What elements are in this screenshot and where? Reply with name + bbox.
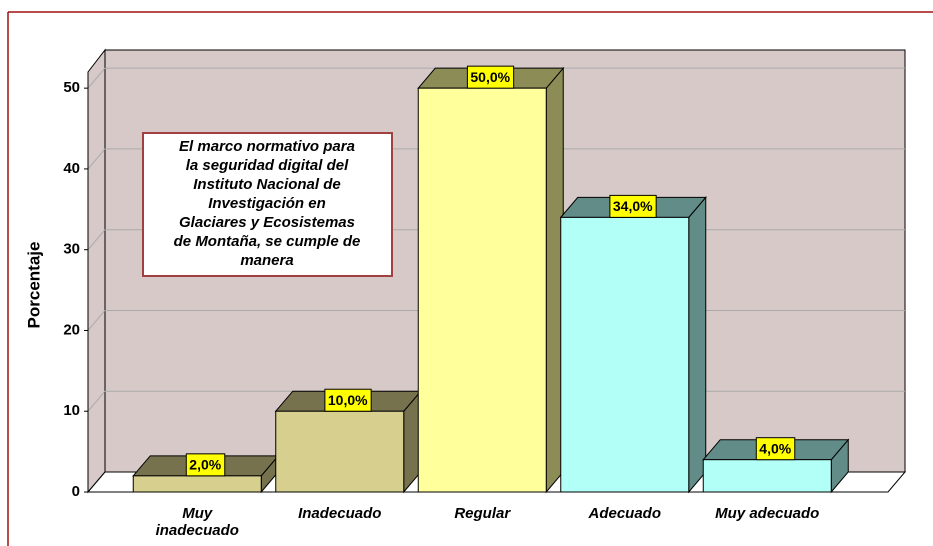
value-label-box bbox=[466, 65, 515, 89]
grid-line bbox=[87, 390, 106, 412]
x-tick-label: Regular bbox=[454, 505, 511, 522]
bar-side bbox=[688, 196, 707, 494]
grid-line bbox=[87, 148, 106, 170]
y-tick-label: 10 bbox=[63, 402, 80, 419]
bar bbox=[417, 87, 547, 493]
value-label-box bbox=[324, 388, 372, 412]
value-label: 2,0% bbox=[189, 457, 221, 473]
y-tick-label: 40 bbox=[63, 160, 80, 177]
bar bbox=[275, 410, 405, 493]
bar bbox=[132, 475, 262, 493]
value-label: 34,0% bbox=[613, 198, 653, 214]
annotation-line: El marco normativo para bbox=[179, 138, 355, 155]
x-tick-label: Inadecuado bbox=[298, 505, 381, 522]
annotation-line: Investigación en bbox=[208, 195, 326, 212]
y-axis-label: Porcentaje bbox=[24, 242, 43, 329]
x-tick-label-line: inadecuado bbox=[156, 522, 239, 539]
x-tick-label-line: Muy bbox=[182, 505, 213, 522]
value-label: 10,0% bbox=[328, 392, 368, 408]
grid-line bbox=[87, 310, 106, 331]
y-tick-label: 50 bbox=[63, 79, 80, 96]
y-tick-label: 20 bbox=[63, 321, 80, 338]
annotation-line: la seguridad digital del bbox=[186, 157, 349, 174]
annotation-line: Instituto Nacional de bbox=[193, 176, 341, 193]
value-label: 4,0% bbox=[759, 440, 791, 456]
grid-line bbox=[87, 229, 106, 251]
value-label-box bbox=[609, 194, 657, 218]
x-tick-label: Muy adecuado bbox=[715, 505, 819, 522]
grid-line bbox=[87, 67, 106, 89]
y-tick-label: 0 bbox=[72, 483, 80, 500]
value-label-box bbox=[185, 453, 226, 477]
bar bbox=[560, 216, 690, 493]
annotation-line: Glaciares y Ecosistemas bbox=[179, 214, 355, 231]
y-tick-label: 30 bbox=[63, 241, 80, 258]
x-tick-label: Adecuado bbox=[587, 505, 661, 522]
annotation-line: de Montaña, se cumple de bbox=[174, 233, 361, 250]
annotation-box bbox=[142, 132, 393, 277]
left-wall bbox=[87, 48, 106, 494]
value-label: 50,0% bbox=[470, 69, 510, 85]
annotation-line: manera bbox=[240, 252, 293, 269]
value-label-box bbox=[755, 437, 796, 461]
x-tick-label: Muy inadecuado bbox=[156, 505, 239, 539]
bar bbox=[702, 459, 832, 493]
